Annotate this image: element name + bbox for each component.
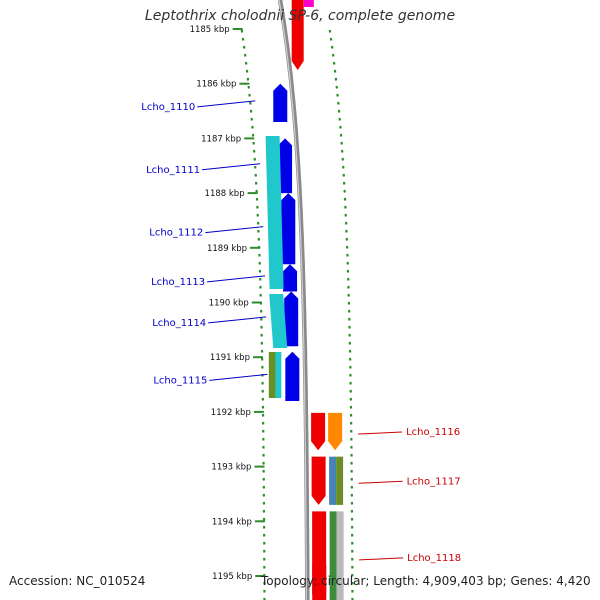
cds-Lcho_1111 — [278, 138, 293, 194]
gene-track-olive — [268, 352, 276, 398]
scale-tick-label-2: 1187 kbp — [201, 134, 241, 144]
cds-Lcho_1114 — [284, 291, 299, 347]
gene-track-cyan-2 — [269, 294, 288, 348]
leader-Lcho_1116 — [358, 431, 403, 435]
genome-backbone — [277, 0, 310, 600]
companion-Lcho_1118-1 — [329, 511, 337, 600]
label-Lcho_1113: Lcho_1113 — [151, 277, 205, 288]
scale-tick-label-1: 1186 kbp — [196, 80, 236, 90]
label-Lcho_1115: Lcho_1115 — [153, 375, 207, 386]
cds-Lcho_1113 — [283, 264, 298, 292]
map-title: Leptothrix cholodnii SP-6, complete geno… — [144, 8, 456, 24]
genome-backbone-highlight — [278, 0, 307, 600]
accession-text: Accession: NC_010524 — [9, 574, 146, 588]
label-Lcho_1111: Lcho_1111 — [146, 165, 200, 176]
companion-Lcho_1117-1 — [329, 456, 337, 505]
scale-tick-label-8: 1193 kbp — [211, 463, 251, 473]
scale-tick-label-7: 1192 kbp — [211, 408, 251, 418]
outer-right-dotted-track — [328, 29, 354, 600]
partial-gene-bottom-red — [312, 565, 327, 600]
scale-tick-label-4: 1189 kbp — [207, 244, 247, 254]
leader-Lcho_1117 — [358, 480, 403, 484]
label-Lcho_1116: Lcho_1116 — [406, 427, 460, 438]
leader-Lcho_1115 — [209, 373, 268, 381]
scale-tick-label-6: 1191 kbp — [210, 353, 250, 363]
cds-Lcho_1116 — [311, 412, 326, 451]
label-Lcho_1110: Lcho_1110 — [141, 102, 195, 113]
cds-Lcho_1115 — [285, 351, 300, 401]
label-Lcho_1112: Lcho_1112 — [149, 228, 203, 239]
cds-Lcho_1112 — [281, 193, 296, 265]
scale-tick-label-3: 1188 kbp — [205, 189, 245, 199]
scale-tick-label-10: 1195 kbp — [212, 572, 252, 582]
companion-Lcho_1118-2 — [336, 511, 344, 600]
leader-Lcho_1118 — [359, 557, 404, 561]
companion-Lcho_1116 — [328, 412, 343, 451]
genome-stats-text: Topology: circular; Length: 4,909,403 bp… — [261, 574, 591, 588]
cds-Lcho_1117 — [311, 456, 326, 505]
label-Lcho_1114: Lcho_1114 — [152, 318, 206, 329]
partial-gene-top-magenta — [303, 0, 314, 7]
gene-track-cyan-1 — [265, 136, 284, 289]
scale-tick-label-9: 1194 kbp — [212, 517, 252, 527]
leader-Lcho_1114 — [208, 316, 267, 324]
partial-gene-top-red — [291, 0, 304, 70]
scale-tick-label-0: 1185 kbp — [190, 25, 230, 35]
leader-Lcho_1111 — [202, 163, 261, 171]
companion-Lcho_1117-2 — [336, 456, 344, 505]
leader-Lcho_1110 — [197, 100, 256, 108]
label-Lcho_1118: Lcho_1118 — [407, 553, 461, 564]
scale-tick-label-5: 1190 kbp — [209, 299, 249, 309]
label-Lcho_1117: Lcho_1117 — [407, 476, 461, 487]
cds-Lcho_1110 — [273, 83, 288, 122]
leader-Lcho_1112 — [205, 226, 264, 234]
gene-track-cyan-3 — [275, 352, 282, 398]
leader-Lcho_1113 — [207, 275, 266, 283]
outer-left-dotted-track — [240, 29, 266, 600]
